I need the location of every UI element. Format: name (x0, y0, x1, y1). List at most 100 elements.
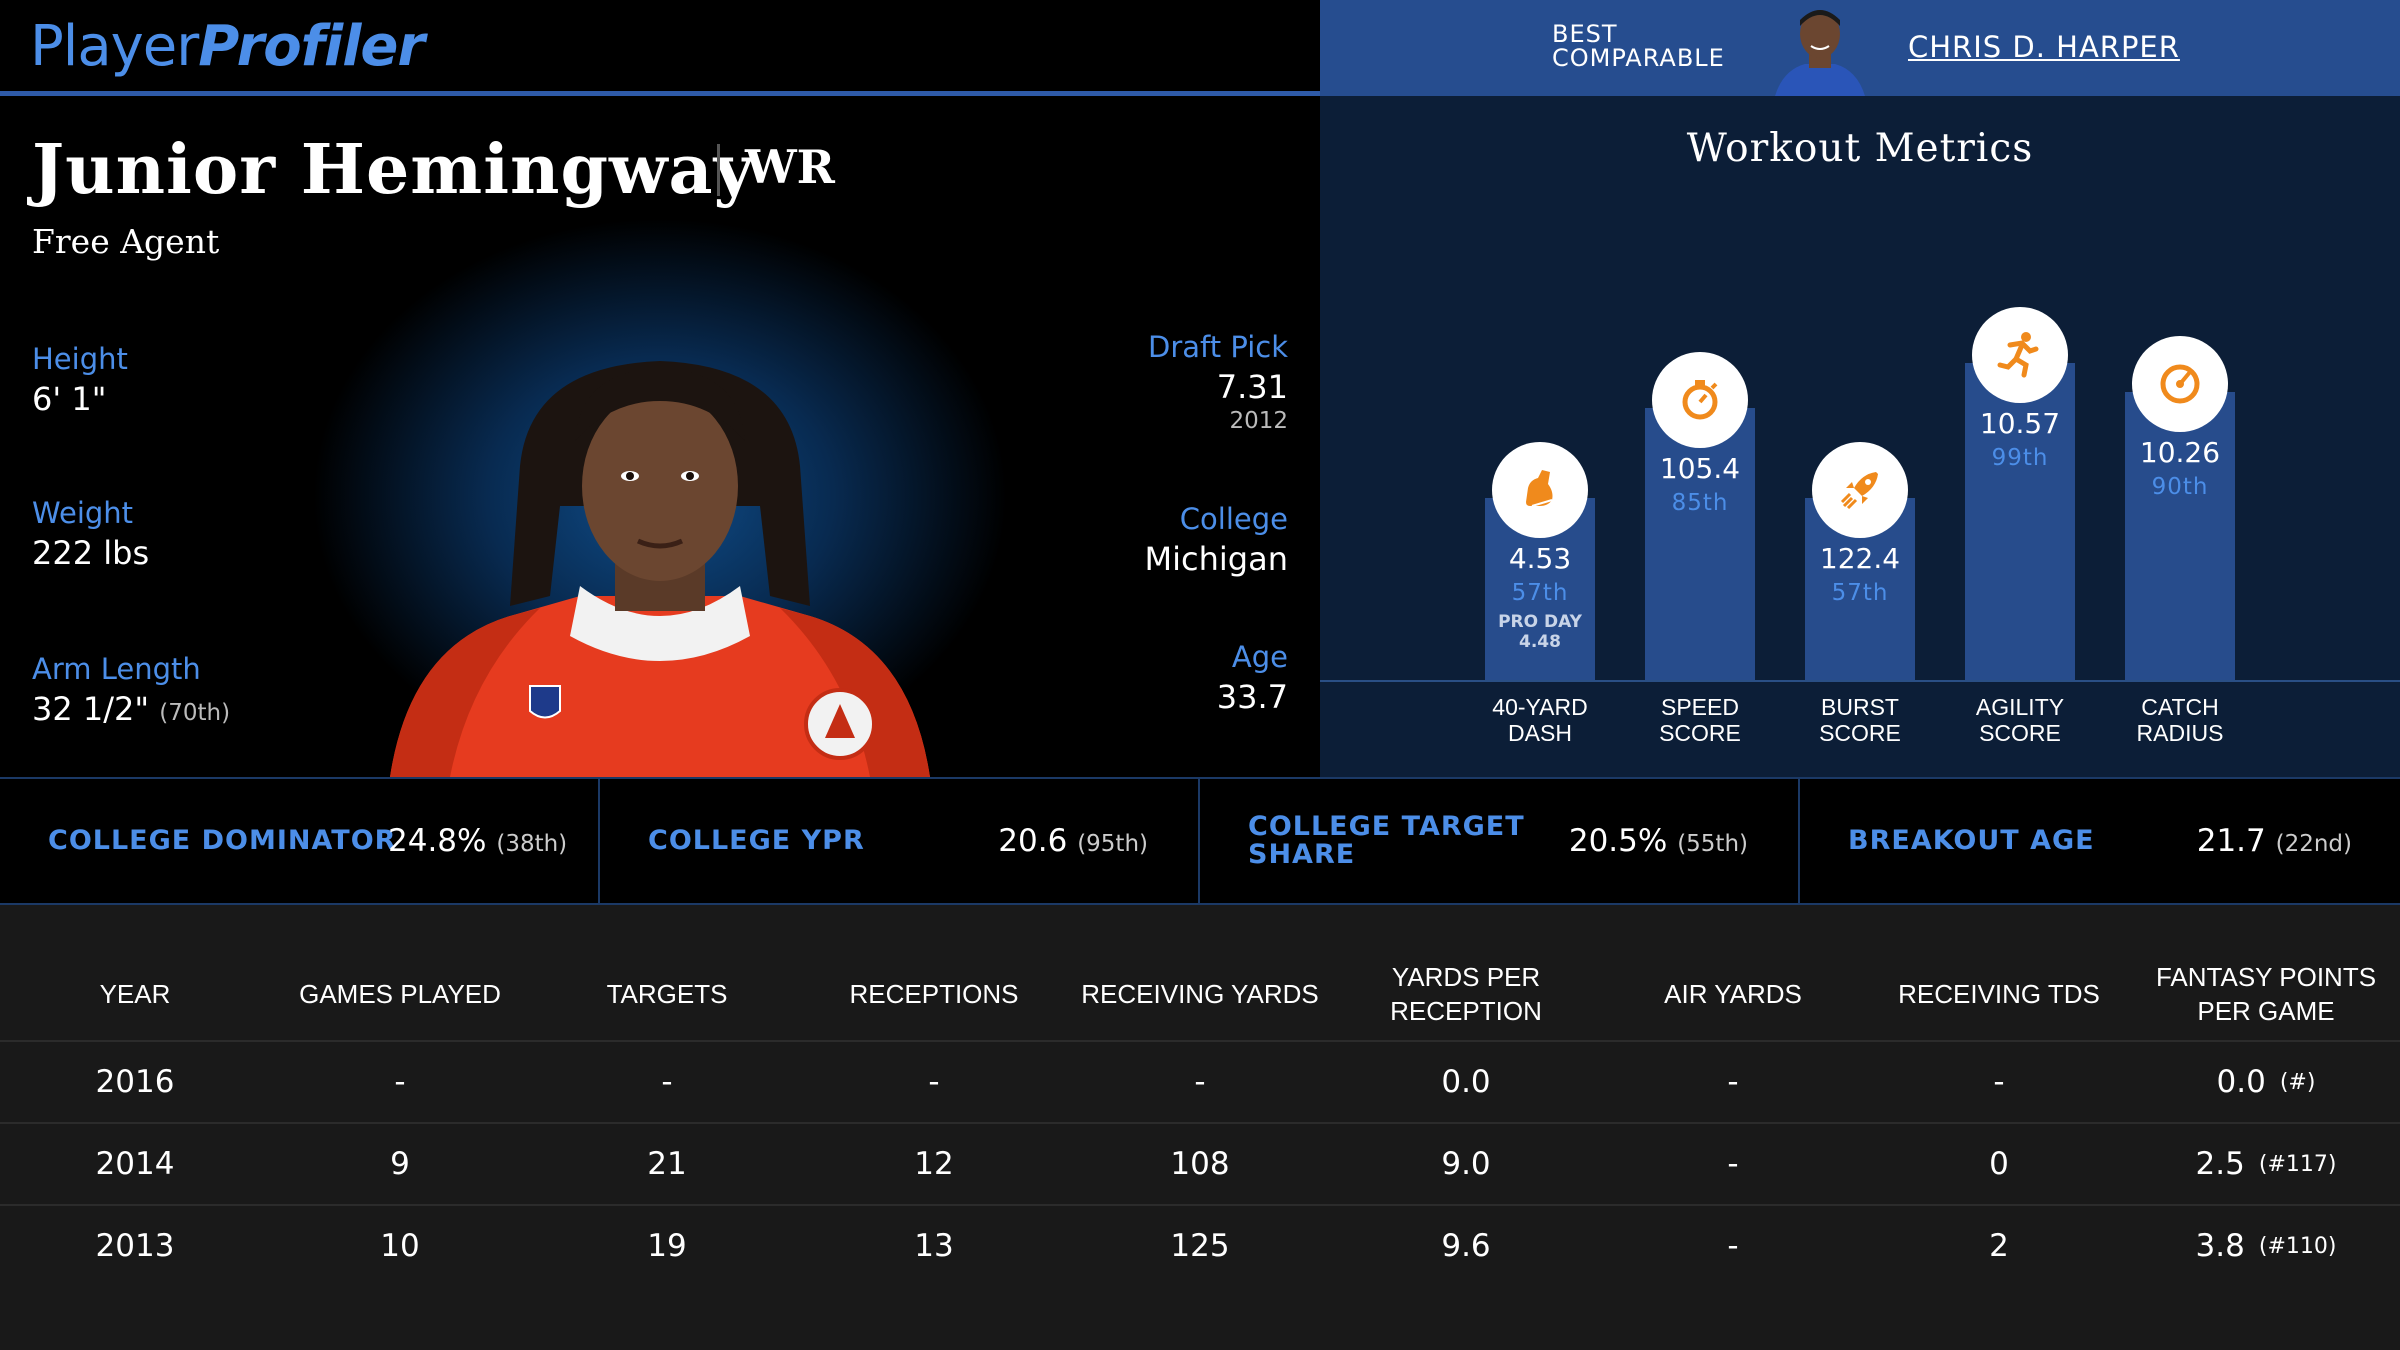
table-cell: 3.8 (#110) (2136, 1206, 2396, 1286)
column-header[interactable]: RECEPTIONS (849, 979, 1019, 1009)
workout-bar-label: BURST SCORE (1775, 694, 1945, 746)
player-team: Free Agent (32, 222, 220, 261)
workout-bar-note: PRO DAY 4.48 (1485, 612, 1595, 652)
table-cell: - (1070, 1042, 1330, 1122)
table-cell: - (804, 1042, 1064, 1122)
workout-bar-percentile: 90th (2151, 474, 2209, 500)
cell-value: 2013 (95, 1228, 175, 1264)
best-comparable-label: BEST COMPARABLE (1552, 22, 1725, 70)
workout-bar-value: 105.4 (1659, 452, 1741, 485)
header-logo-area: PlayerProfiler (0, 0, 1320, 96)
column-header[interactable]: RECEIVING TDS (1898, 979, 2100, 1009)
cell-value: - (928, 1064, 940, 1100)
metric-number: 20.5% (1568, 823, 1668, 859)
logo-part-player: Player (30, 14, 199, 79)
table-header: YEAR GAMES PLAYED TARGETS RECEPTIONS RECEIVI… (0, 950, 2400, 1038)
metric-label: COLLEGE YPR (648, 825, 865, 856)
runner-icon (1997, 332, 2039, 378)
metric-rank: (22nd) (2275, 831, 2352, 857)
workout-bar-percentile: 57th (1511, 580, 1569, 606)
cell-value: 21 (647, 1146, 687, 1182)
player-name: Junior Hemingway (32, 130, 755, 210)
workout-bar-label-line1: 40-YARD (1492, 694, 1588, 720)
shoe-icon (1526, 470, 1553, 507)
cell-value: - (661, 1064, 673, 1100)
table-cell: - (1603, 1042, 1863, 1122)
metric-rank: (55th) (1677, 831, 1748, 857)
draft-pick-value: 7.31 (1216, 368, 1288, 406)
workout-bar-label-line1: SPEED (1661, 694, 1739, 720)
cell-value: 0.0 (1441, 1064, 1491, 1100)
arm-length-label: Arm Length (32, 652, 201, 686)
column-header[interactable]: AIR YARDS (1664, 979, 1802, 1009)
best-comparable-bar: BEST COMPARABLE CHRIS D. HARPER (1320, 0, 2400, 96)
workout-bar-label-line2: DASH (1508, 720, 1572, 746)
column-header[interactable]: TARGETS (606, 979, 728, 1009)
age-value: 33.7 (1216, 678, 1288, 716)
workout-bar-label-line1: CATCH (2141, 694, 2219, 720)
cell-value: - (1194, 1064, 1206, 1100)
cell-value: 0 (1989, 1146, 2009, 1182)
table-cell: 9.0 (1336, 1124, 1596, 1204)
target-icon (2160, 364, 2200, 404)
table-cell: 125 (1070, 1206, 1330, 1286)
column-header[interactable]: GAMES PLAYED (299, 979, 501, 1009)
fantasy-rank: (#) (2279, 1069, 2316, 1095)
workout-metrics-title: Workout Metrics (1686, 126, 2034, 171)
player-position: WR (745, 140, 835, 194)
cell-value: 9 (390, 1146, 410, 1182)
workout-bar-percentile: 99th (1991, 445, 2049, 471)
metric-college-dominator: COLLEGE DOMINATOR 24.8% (38th) (0, 779, 598, 903)
table-cell: 2016 (5, 1042, 265, 1122)
column-header[interactable]: RECEIVING YARDS (1081, 979, 1319, 1009)
cell-value: 2.5 (2195, 1146, 2245, 1182)
metric-rank: (95th) (1077, 831, 1148, 857)
table-cell: 10 (270, 1206, 530, 1286)
cell-value: 9.6 (1441, 1228, 1491, 1264)
pro-day-label: PRO DAY (1498, 612, 1582, 632)
season-stats-table: YEAR GAMES PLAYED TARGETS RECEPTIONS RECEIVI… (0, 905, 2400, 1350)
header: PlayerProfiler BEST COMPARABLE CHRIS D. … (0, 0, 2400, 96)
column-header[interactable]: YEAR (99, 979, 171, 1009)
weight-value: 222 lbs (32, 534, 150, 572)
metric-breakout-age: BREAKOUT AGE 21.7 (22nd) (1800, 779, 2400, 903)
workout-bar-value: 4.53 (1508, 542, 1572, 575)
column-header[interactable]: YARDS PER RECEPTION (1390, 962, 1542, 1026)
age-label: Age (1231, 640, 1288, 674)
arm-length-value: 32 1/2" (70th) (32, 690, 230, 728)
height-value: 6' 1" (32, 380, 107, 418)
logo[interactable]: PlayerProfiler (30, 14, 425, 79)
workout-bar-label-line2: SCORE (1979, 720, 2061, 746)
cell-value: 19 (647, 1228, 687, 1264)
workout-bar-value: 10.57 (1979, 407, 2061, 440)
metric-divider (598, 779, 600, 903)
arm-length-rank: (70th) (159, 700, 231, 726)
fantasy-rank: (#117) (2258, 1151, 2337, 1177)
cell-value: 125 (1170, 1228, 1230, 1264)
workout-metrics-panel: Workout Metrics 4.53 57th PRO DAY 4.48 40-YA… (1320, 96, 2400, 777)
cell-value: 10 (380, 1228, 420, 1264)
table-cell: - (1603, 1206, 1863, 1286)
table-cell: 108 (1070, 1124, 1330, 1204)
table-cell: 12 (804, 1124, 1064, 1204)
workout-bar-label-line1: BURST (1821, 694, 1899, 720)
metric-number: 20.6 (998, 823, 1068, 859)
cell-value: 2014 (95, 1146, 175, 1182)
cell-value: 2 (1989, 1228, 2009, 1264)
workout-icon-circle (1812, 442, 1908, 538)
column-header[interactable]: FANTASY POINTS PER GAME (2155, 962, 2377, 1026)
workout-icon-circle (1652, 352, 1748, 448)
metric-label-line2: SHARE (1248, 839, 1356, 870)
table-row: 2013 10 19 13 125 9.6 - 2 3.8 (#110) (0, 1204, 2400, 1286)
workout-bar (1645, 408, 1755, 680)
workout-bar (2125, 392, 2235, 680)
arm-length-number: 32 1/2" (32, 690, 150, 728)
weight-label: Weight (32, 496, 134, 530)
height-label: Height (32, 342, 128, 376)
table-cell: - (1603, 1124, 1863, 1204)
draft-year: 2012 (1229, 408, 1288, 434)
best-comparable-label-line1: BEST (1552, 20, 1618, 48)
workout-bar-label-line2: SCORE (1819, 720, 1901, 746)
best-comparable-link[interactable]: CHRIS D. HARPER (1908, 30, 2180, 64)
table-cell: 2013 (5, 1206, 265, 1286)
